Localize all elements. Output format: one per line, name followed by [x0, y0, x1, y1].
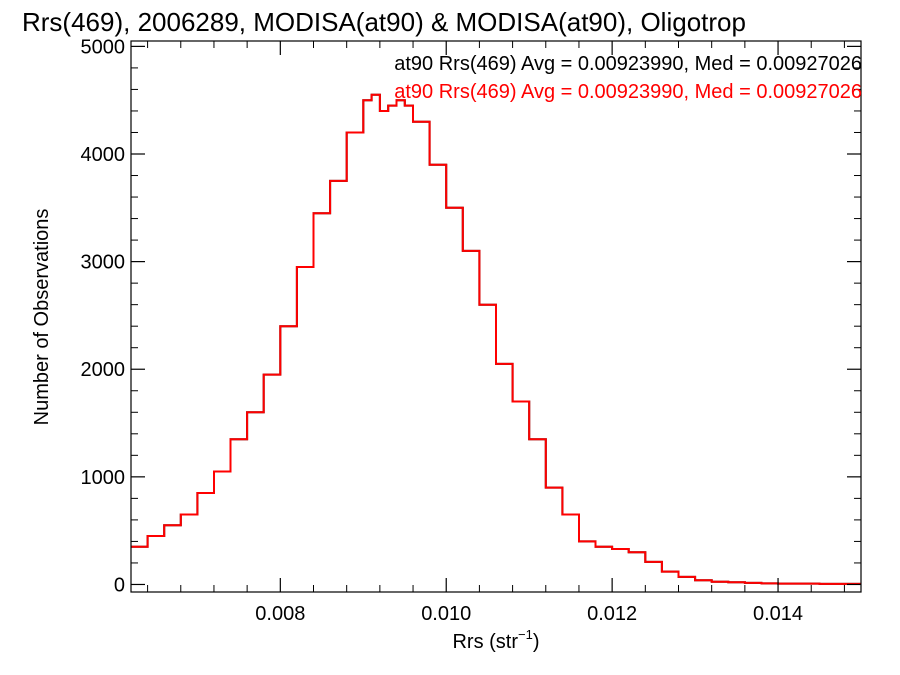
y-tick-label: 2000 [81, 359, 126, 381]
chart-title: Rrs(469), 2006289, MODISA(at90) & MODISA… [22, 7, 746, 37]
y-tick-label: 4000 [81, 144, 126, 166]
legend-entry-1: at90 Rrs(469) Avg = 0.00923990, Med = 0.… [394, 81, 862, 103]
y-tick-label: 3000 [81, 252, 126, 274]
y-axis-label: Number of Observations [31, 209, 53, 426]
x-tick-label: 0.008 [255, 603, 305, 625]
x-axis-label-text: Rrs (str [452, 631, 518, 653]
x-axis-label-superscript: −1 [518, 627, 533, 642]
y-tick-label: 1000 [81, 467, 126, 489]
y-tick-label: 0 [114, 574, 125, 596]
series-line-1 [131, 93, 861, 585]
x-tick-label: 0.010 [421, 603, 471, 625]
legend-entry-0: at90 Rrs(469) Avg = 0.00923990, Med = 0.… [394, 53, 862, 75]
x-axis-label-close: ) [533, 631, 540, 653]
x-tick-label: 0.012 [587, 603, 637, 625]
y-tick-label: 5000 [81, 36, 126, 58]
ticks-layer: 0.008 0.010 0.012 0.014 0 1000 2000 3000 4000 500… [81, 36, 861, 625]
series-layer [131, 93, 861, 585]
x-tick-label: 0.014 [753, 603, 803, 625]
x-axis-label: Rrs (str−1) [452, 627, 539, 653]
plot-frame [130, 40, 862, 593]
